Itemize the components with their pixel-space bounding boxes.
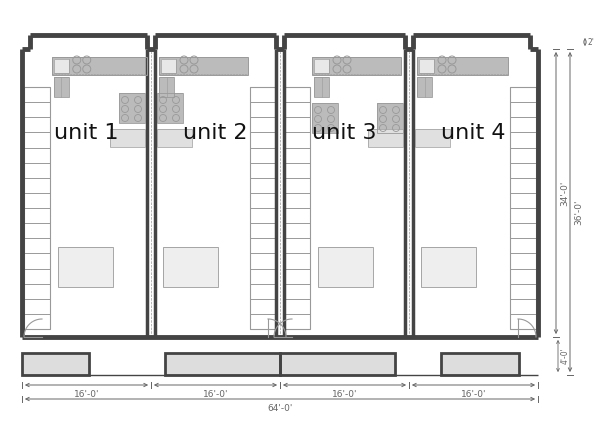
Bar [165, 353, 280, 375]
Text: unit 3: unit 3 [312, 123, 377, 143]
Bar [280, 353, 395, 375]
Text: 2': 2' [588, 37, 595, 46]
Bar [318, 247, 373, 287]
Bar [54, 59, 69, 73]
Bar [163, 247, 218, 287]
Bar [415, 129, 450, 147]
Text: 36'-0': 36'-0' [574, 199, 583, 225]
Bar [314, 59, 329, 73]
Bar [110, 129, 145, 147]
Bar [417, 77, 432, 97]
Text: 64'-0': 64'-0' [268, 404, 293, 413]
Bar [314, 77, 329, 97]
Bar [419, 59, 434, 73]
Bar [159, 57, 248, 75]
Bar [312, 103, 338, 133]
Bar [157, 93, 183, 123]
Bar [280, 353, 395, 375]
Bar [54, 59, 69, 73]
Bar [284, 87, 310, 329]
Bar [157, 129, 192, 147]
Bar [161, 59, 176, 73]
Text: 34'-0': 34'-0' [560, 180, 569, 206]
Bar [312, 57, 401, 75]
Bar [377, 103, 403, 133]
Bar [417, 57, 508, 75]
Text: 16'-0': 16'-0' [74, 390, 99, 399]
Bar [510, 87, 536, 329]
Bar [421, 247, 476, 287]
Bar [368, 129, 403, 147]
Bar [159, 77, 174, 97]
Bar [415, 129, 450, 147]
Bar [159, 57, 248, 75]
Bar [52, 57, 147, 75]
Bar [417, 77, 432, 97]
Bar [368, 129, 403, 147]
Bar [22, 353, 89, 375]
Text: unit 1: unit 1 [54, 123, 119, 143]
Bar [312, 103, 338, 133]
Bar [58, 247, 113, 287]
Bar [314, 59, 329, 73]
Text: 16'-0': 16'-0' [461, 390, 486, 399]
Text: unit 4: unit 4 [441, 123, 506, 143]
Bar [441, 353, 518, 375]
Bar [54, 77, 69, 97]
Text: 16'-0': 16'-0' [332, 390, 357, 399]
Bar [110, 129, 145, 147]
Bar [312, 57, 401, 75]
Bar [157, 129, 192, 147]
Bar [54, 77, 69, 97]
Bar [159, 77, 174, 97]
Bar [58, 247, 113, 287]
Bar [24, 87, 50, 329]
Text: unit 2: unit 2 [183, 123, 248, 143]
Bar [441, 353, 518, 375]
Text: 16'-0': 16'-0' [203, 390, 228, 399]
Bar [119, 93, 145, 123]
Bar [157, 93, 183, 123]
Bar [421, 247, 476, 287]
Bar [22, 353, 89, 375]
Bar [165, 353, 280, 375]
Bar [314, 77, 329, 97]
Bar [163, 247, 218, 287]
Bar [318, 247, 373, 287]
Text: 4'-0': 4'-0' [561, 348, 570, 364]
Bar [419, 59, 434, 73]
Bar [161, 59, 176, 73]
Bar [377, 103, 403, 133]
Bar [119, 93, 145, 123]
Bar [52, 57, 147, 75]
Bar [417, 57, 508, 75]
Bar [250, 87, 276, 329]
